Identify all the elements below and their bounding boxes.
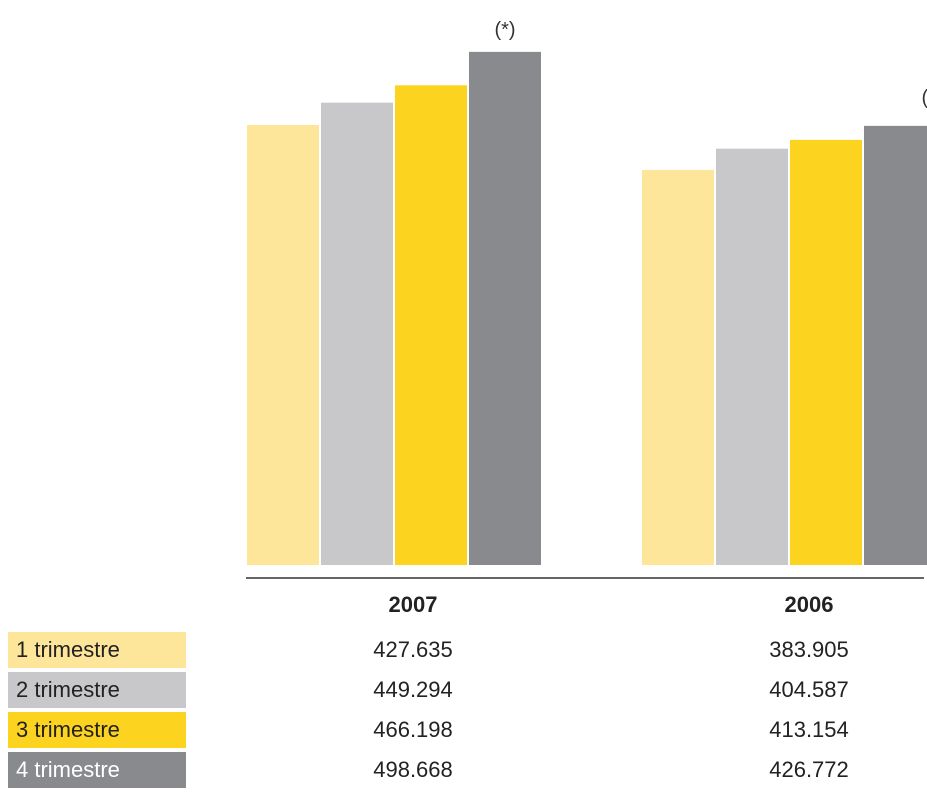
table-cell-2007-q3: 466.198 — [373, 717, 453, 742]
table-cell-2006-q2: 404.587 — [769, 677, 849, 702]
table-row: 4 trimestre 498.668 426.772 — [0, 752, 927, 788]
legend-entry-1-trimestre: 1 trimestre — [8, 632, 186, 668]
table-cell-2006-q4: 426.772 — [769, 757, 849, 782]
bars-layer — [247, 51, 927, 566]
category-label-2006: 2006 — [784, 592, 834, 617]
bar-2007-3-trimestre — [395, 85, 467, 565]
table-row: 1 trimestre 427.635 383.905 — [0, 632, 927, 668]
legend-entry-4-trimestre: 4 trimestre — [8, 752, 186, 788]
table-cell-2006-q3: 413.154 — [769, 717, 849, 742]
table-cell-2007-q1: 427.635 — [373, 637, 453, 662]
bar-2006-3-trimestre — [790, 139, 862, 565]
bar-2006-1-trimestre — [642, 169, 714, 565]
legend-entry-2-trimestre: 2 trimestre — [8, 672, 186, 708]
table-row: 2 trimestre 449.294 404.587 — [0, 672, 927, 708]
bar-2007-2-trimestre — [321, 102, 393, 565]
bar-2007-4-trimestre — [469, 51, 541, 566]
bar-2006-2-trimestre — [716, 148, 788, 565]
annotation-2007: (*) — [494, 19, 515, 41]
table-row: 3 trimestre 466.198 413.154 — [0, 712, 927, 748]
table-cell-2007-q4: 498.668 — [373, 757, 453, 782]
table-cell-2006-q1: 383.905 — [769, 637, 849, 662]
table-cell-2007-q2: 449.294 — [373, 677, 453, 702]
category-label-2007: 2007 — [388, 592, 438, 617]
bar-2007-1-trimestre — [247, 124, 319, 565]
bar-2006-4-trimestre — [864, 125, 927, 565]
annotation-2006: (*) — [921, 87, 927, 109]
legend-entry-3-trimestre: 3 trimestre — [8, 712, 186, 748]
